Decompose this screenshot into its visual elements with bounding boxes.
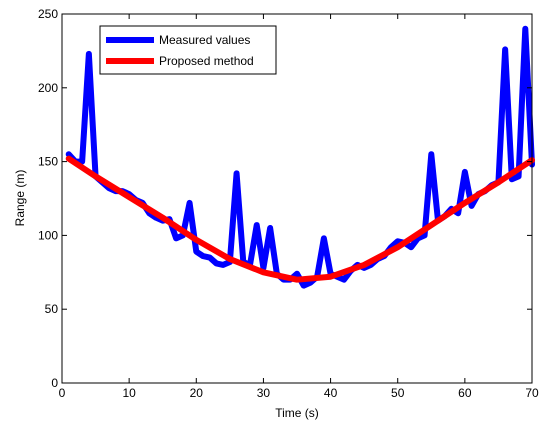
y-tick-label: 0 — [51, 376, 58, 390]
x-axis: 0 10 20 30 40 50 60 70 — [59, 14, 539, 400]
x-tick-label: 20 — [190, 386, 204, 400]
y-tick-label: 250 — [38, 7, 58, 21]
legend-box — [99, 25, 277, 75]
x-tick-label: 0 — [59, 386, 66, 400]
x-tick-label: 50 — [391, 386, 405, 400]
x-tick-label: 10 — [122, 386, 136, 400]
y-axis-label: Range (m) — [13, 170, 27, 227]
x-tick-label: 30 — [257, 386, 271, 400]
series-line-1 — [65, 155, 535, 283]
legend: Measured values Proposed method — [99, 25, 277, 75]
x-tick-label: 40 — [324, 386, 338, 400]
y-tick-label: 200 — [38, 81, 58, 95]
y-tick-label: 50 — [45, 302, 59, 316]
x-tick-label: 70 — [525, 386, 539, 400]
y-axis: 0 50 100 150 200 250 — [38, 7, 532, 390]
series-layer — [65, 25, 535, 289]
y-tick-label: 100 — [38, 228, 58, 242]
x-axis-label: Time (s) — [275, 406, 319, 420]
legend-label-proposed: Proposed method — [159, 54, 254, 68]
x-tick-label: 60 — [458, 386, 472, 400]
plot-area — [62, 14, 532, 383]
y-tick-label: 150 — [38, 155, 58, 169]
legend-label-measured: Measured values — [159, 33, 250, 47]
plot-frame — [61, 13, 533, 384]
